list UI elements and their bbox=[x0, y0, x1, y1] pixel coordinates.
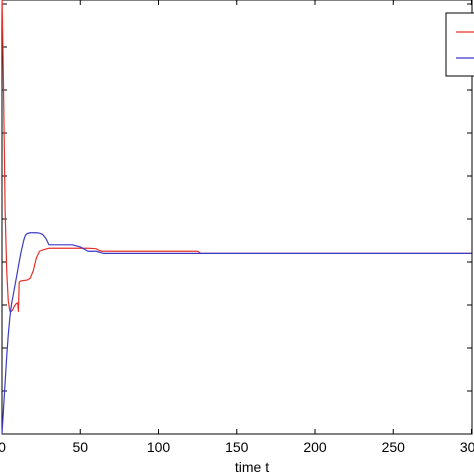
x-tick-label: 50 bbox=[72, 439, 88, 455]
x-tick-label: 200 bbox=[303, 439, 327, 455]
x-tick-label: 150 bbox=[225, 439, 249, 455]
x-tick-label: 250 bbox=[382, 439, 406, 455]
legend bbox=[445, 12, 474, 77]
legend-box bbox=[445, 12, 474, 77]
x-tick-label: 100 bbox=[147, 439, 171, 455]
series-line-2 bbox=[1, 232, 472, 435]
plot-area bbox=[1, 0, 473, 435]
x-tick-label: 0 bbox=[0, 439, 6, 455]
series-line-1 bbox=[1, 0, 472, 313]
x-axis-label: time t bbox=[235, 459, 269, 474]
series-group bbox=[1, 0, 472, 435]
x-tick-label: 300 bbox=[460, 439, 474, 455]
